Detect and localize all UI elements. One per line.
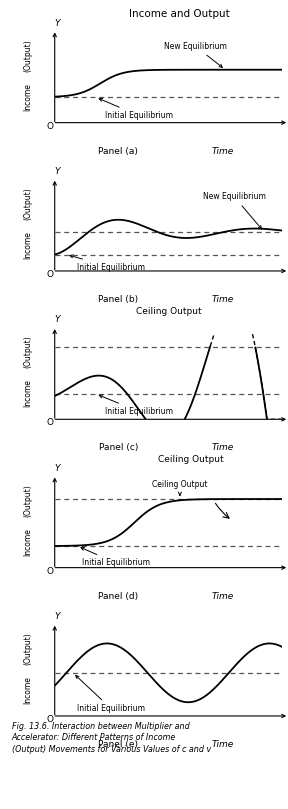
Text: O: O — [47, 566, 54, 575]
Text: Panel (c): Panel (c) — [99, 443, 138, 452]
Text: Y: Y — [54, 612, 60, 621]
Text: Income: Income — [23, 379, 32, 408]
Text: New Equilibrium: New Equilibrium — [203, 192, 266, 229]
Text: Time: Time — [212, 591, 234, 601]
Text: (Output): (Output) — [23, 336, 32, 368]
Text: Ceiling Output: Ceiling Output — [152, 481, 208, 495]
Text: Y: Y — [54, 19, 60, 28]
Text: Ceiling Output: Ceiling Output — [158, 455, 224, 464]
Text: Income: Income — [23, 83, 32, 111]
Text: Time: Time — [212, 443, 234, 452]
Text: O: O — [47, 418, 54, 427]
Text: Time: Time — [212, 740, 234, 749]
Text: Y: Y — [54, 464, 60, 472]
Text: Initial Equilibrium: Initial Equilibrium — [81, 548, 150, 567]
Text: Ceiling Output: Ceiling Output — [136, 307, 201, 316]
Text: (Output): (Output) — [23, 633, 32, 665]
Text: Y: Y — [54, 167, 60, 176]
Text: O: O — [47, 715, 54, 724]
Text: Initial Equilibrium: Initial Equilibrium — [99, 99, 173, 120]
Text: Panel (e): Panel (e) — [98, 740, 139, 749]
Text: Initial Equilibrium: Initial Equilibrium — [76, 676, 145, 714]
Text: Panel (a): Panel (a) — [98, 146, 138, 156]
Text: O: O — [47, 270, 54, 279]
Text: O: O — [47, 121, 54, 130]
Text: Income: Income — [23, 527, 32, 556]
Text: (Output): (Output) — [23, 39, 32, 72]
Text: (Output): (Output) — [23, 188, 32, 220]
Text: Income: Income — [23, 231, 32, 259]
Text: Time: Time — [212, 295, 234, 304]
Text: Income and Output: Income and Output — [130, 9, 230, 19]
Text: Initial Equilibrium: Initial Equilibrium — [99, 395, 173, 416]
Text: (Output): (Output) — [23, 484, 32, 517]
Text: Income: Income — [23, 676, 32, 704]
Text: Initial Equilibrium: Initial Equilibrium — [70, 255, 145, 272]
Text: Panel (b): Panel (b) — [98, 295, 139, 304]
Text: Time: Time — [212, 146, 234, 156]
Text: Fig. 13.6. Interaction between Multiplier and
Accelerator: Different Patterns of: Fig. 13.6. Interaction between Multiplie… — [12, 722, 211, 754]
Text: New Equilibrium: New Equilibrium — [164, 42, 227, 67]
Text: Y: Y — [54, 316, 60, 324]
Text: Panel (d): Panel (d) — [98, 591, 139, 601]
